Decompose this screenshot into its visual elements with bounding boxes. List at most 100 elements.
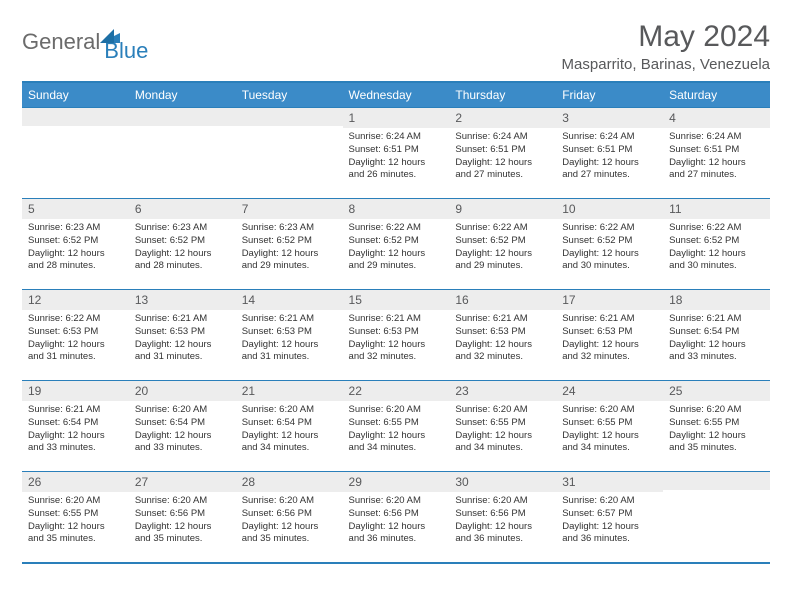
- day-detail-line: Sunrise: 6:20 AM: [242, 404, 337, 417]
- calendar-week-row: 26Sunrise: 6:20 AMSunset: 6:55 PMDayligh…: [22, 472, 770, 564]
- day-detail-line: Sunset: 6:54 PM: [28, 417, 123, 430]
- day-detail-line: and 35 minutes.: [669, 442, 764, 455]
- day-detail-line: Daylight: 12 hours: [242, 430, 337, 443]
- day-number: 12: [22, 290, 129, 310]
- day-detail-line: Sunset: 6:51 PM: [349, 144, 444, 157]
- day-detail-line: Sunrise: 6:24 AM: [349, 131, 444, 144]
- day-detail-line: Sunset: 6:52 PM: [669, 235, 764, 248]
- calendar-cell: [22, 108, 129, 199]
- day-detail-line: Sunrise: 6:21 AM: [242, 313, 337, 326]
- brand-text-1: General: [22, 29, 100, 55]
- day-details: Sunrise: 6:20 AMSunset: 6:54 PMDaylight:…: [236, 401, 343, 459]
- day-detail-line: Sunrise: 6:20 AM: [562, 404, 657, 417]
- calendar-cell: 20Sunrise: 6:20 AMSunset: 6:54 PMDayligh…: [129, 381, 236, 472]
- title-block: May 2024 Masparrito, Barinas, Venezuela: [562, 20, 770, 73]
- calendar-week-row: 1Sunrise: 6:24 AMSunset: 6:51 PMDaylight…: [22, 108, 770, 199]
- day-number: 17: [556, 290, 663, 310]
- day-details: Sunrise: 6:24 AMSunset: 6:51 PMDaylight:…: [449, 128, 556, 186]
- calendar-cell: 19Sunrise: 6:21 AMSunset: 6:54 PMDayligh…: [22, 381, 129, 472]
- day-details: Sunrise: 6:21 AMSunset: 6:54 PMDaylight:…: [663, 310, 770, 368]
- day-detail-line: and 26 minutes.: [349, 169, 444, 182]
- day-detail-line: Sunrise: 6:20 AM: [135, 495, 230, 508]
- calendar-cell: 29Sunrise: 6:20 AMSunset: 6:56 PMDayligh…: [343, 472, 450, 564]
- calendar-cell: 15Sunrise: 6:21 AMSunset: 6:53 PMDayligh…: [343, 290, 450, 381]
- calendar-cell: 27Sunrise: 6:20 AMSunset: 6:56 PMDayligh…: [129, 472, 236, 564]
- day-details: Sunrise: 6:22 AMSunset: 6:52 PMDaylight:…: [449, 219, 556, 277]
- day-detail-line: and 30 minutes.: [669, 260, 764, 273]
- day-number: 25: [663, 381, 770, 401]
- day-details: Sunrise: 6:21 AMSunset: 6:53 PMDaylight:…: [556, 310, 663, 368]
- day-number: 23: [449, 381, 556, 401]
- day-detail-line: Sunrise: 6:22 AM: [349, 222, 444, 235]
- day-detail-line: Daylight: 12 hours: [242, 521, 337, 534]
- day-detail-line: Daylight: 12 hours: [242, 248, 337, 261]
- page-header: General Blue May 2024 Masparrito, Barina…: [22, 20, 770, 73]
- day-number: 2: [449, 108, 556, 128]
- calendar-table: Sunday Monday Tuesday Wednesday Thursday…: [22, 81, 770, 564]
- weekday-header: Monday: [129, 82, 236, 108]
- calendar-cell: 16Sunrise: 6:21 AMSunset: 6:53 PMDayligh…: [449, 290, 556, 381]
- calendar-body: 1Sunrise: 6:24 AMSunset: 6:51 PMDaylight…: [22, 108, 770, 564]
- day-details: Sunrise: 6:22 AMSunset: 6:53 PMDaylight:…: [22, 310, 129, 368]
- day-details: Sunrise: 6:21 AMSunset: 6:53 PMDaylight:…: [236, 310, 343, 368]
- calendar-cell: 12Sunrise: 6:22 AMSunset: 6:53 PMDayligh…: [22, 290, 129, 381]
- day-detail-line: Daylight: 12 hours: [562, 430, 657, 443]
- day-number: 8: [343, 199, 450, 219]
- day-detail-line: and 33 minutes.: [135, 442, 230, 455]
- day-number: 29: [343, 472, 450, 492]
- day-detail-line: Daylight: 12 hours: [242, 339, 337, 352]
- day-detail-line: and 35 minutes.: [242, 533, 337, 546]
- brand-logo: General Blue: [22, 20, 148, 64]
- day-number: 1: [343, 108, 450, 128]
- calendar-cell: 31Sunrise: 6:20 AMSunset: 6:57 PMDayligh…: [556, 472, 663, 564]
- day-detail-line: Sunset: 6:52 PM: [28, 235, 123, 248]
- day-number: 21: [236, 381, 343, 401]
- day-details: Sunrise: 6:20 AMSunset: 6:55 PMDaylight:…: [449, 401, 556, 459]
- day-detail-line: Daylight: 12 hours: [349, 248, 444, 261]
- day-detail-line: and 32 minutes.: [455, 351, 550, 364]
- day-details: Sunrise: 6:21 AMSunset: 6:53 PMDaylight:…: [343, 310, 450, 368]
- day-details: Sunrise: 6:23 AMSunset: 6:52 PMDaylight:…: [129, 219, 236, 277]
- day-number: 30: [449, 472, 556, 492]
- day-detail-line: Sunrise: 6:20 AM: [455, 404, 550, 417]
- weekday-header: Wednesday: [343, 82, 450, 108]
- day-details: Sunrise: 6:20 AMSunset: 6:55 PMDaylight:…: [22, 492, 129, 550]
- day-detail-line: and 29 minutes.: [349, 260, 444, 273]
- day-detail-line: and 30 minutes.: [562, 260, 657, 273]
- day-detail-line: Sunrise: 6:21 AM: [562, 313, 657, 326]
- day-detail-line: Sunset: 6:53 PM: [135, 326, 230, 339]
- day-detail-line: Sunrise: 6:20 AM: [349, 404, 444, 417]
- day-detail-line: Sunset: 6:51 PM: [562, 144, 657, 157]
- calendar-week-row: 19Sunrise: 6:21 AMSunset: 6:54 PMDayligh…: [22, 381, 770, 472]
- calendar-week-row: 5Sunrise: 6:23 AMSunset: 6:52 PMDaylight…: [22, 199, 770, 290]
- day-detail-line: Daylight: 12 hours: [135, 521, 230, 534]
- day-details: Sunrise: 6:23 AMSunset: 6:52 PMDaylight:…: [236, 219, 343, 277]
- day-detail-line: Daylight: 12 hours: [28, 521, 123, 534]
- calendar-cell: 10Sunrise: 6:22 AMSunset: 6:52 PMDayligh…: [556, 199, 663, 290]
- day-detail-line: and 27 minutes.: [669, 169, 764, 182]
- day-detail-line: and 27 minutes.: [562, 169, 657, 182]
- day-details: Sunrise: 6:20 AMSunset: 6:55 PMDaylight:…: [556, 401, 663, 459]
- weekday-row: Sunday Monday Tuesday Wednesday Thursday…: [22, 82, 770, 108]
- day-detail-line: and 28 minutes.: [135, 260, 230, 273]
- day-details: Sunrise: 6:20 AMSunset: 6:55 PMDaylight:…: [343, 401, 450, 459]
- day-detail-line: Sunrise: 6:23 AM: [28, 222, 123, 235]
- day-detail-line: Daylight: 12 hours: [349, 339, 444, 352]
- day-detail-line: Sunset: 6:56 PM: [242, 508, 337, 521]
- day-number: 6: [129, 199, 236, 219]
- day-detail-line: Daylight: 12 hours: [135, 248, 230, 261]
- day-number: 14: [236, 290, 343, 310]
- day-detail-line: Sunset: 6:52 PM: [562, 235, 657, 248]
- day-detail-line: and 31 minutes.: [135, 351, 230, 364]
- day-detail-line: Daylight: 12 hours: [562, 248, 657, 261]
- day-detail-line: and 33 minutes.: [28, 442, 123, 455]
- day-detail-line: and 28 minutes.: [28, 260, 123, 273]
- day-details: Sunrise: 6:20 AMSunset: 6:54 PMDaylight:…: [129, 401, 236, 459]
- day-detail-line: Sunrise: 6:20 AM: [28, 495, 123, 508]
- day-details: Sunrise: 6:22 AMSunset: 6:52 PMDaylight:…: [556, 219, 663, 277]
- day-number: 10: [556, 199, 663, 219]
- calendar-cell: 26Sunrise: 6:20 AMSunset: 6:55 PMDayligh…: [22, 472, 129, 564]
- calendar-cell: 30Sunrise: 6:20 AMSunset: 6:56 PMDayligh…: [449, 472, 556, 564]
- day-number: 22: [343, 381, 450, 401]
- day-detail-line: and 31 minutes.: [242, 351, 337, 364]
